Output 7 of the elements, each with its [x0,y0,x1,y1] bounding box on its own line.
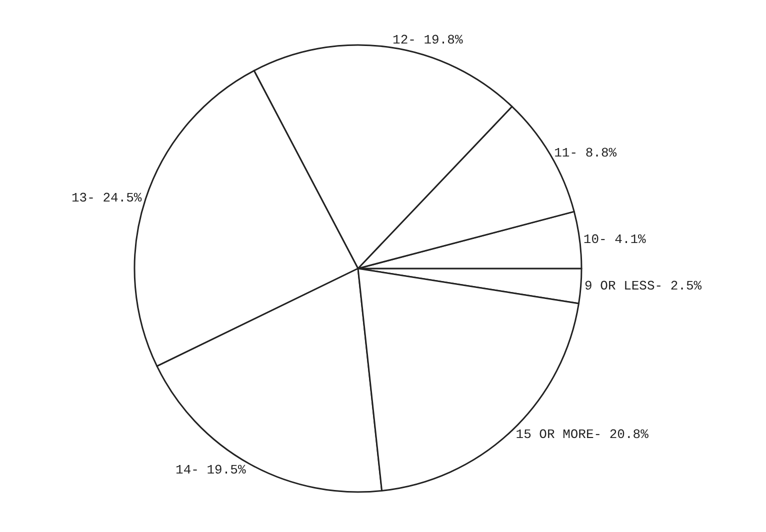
slice-label: 13- 24.5% [71,190,142,206]
slice-label: 14- 19.5% [176,462,246,478]
slice-label: 12- 19.8% [392,32,463,48]
slice-label: 11- 8.8% [554,145,617,160]
slice-label: 10- 4.1% [583,232,646,248]
slice-label: 9 OR LESS- 2.5% [584,278,702,294]
slice-label: 15 OR MORE- 20.8% [516,426,649,442]
